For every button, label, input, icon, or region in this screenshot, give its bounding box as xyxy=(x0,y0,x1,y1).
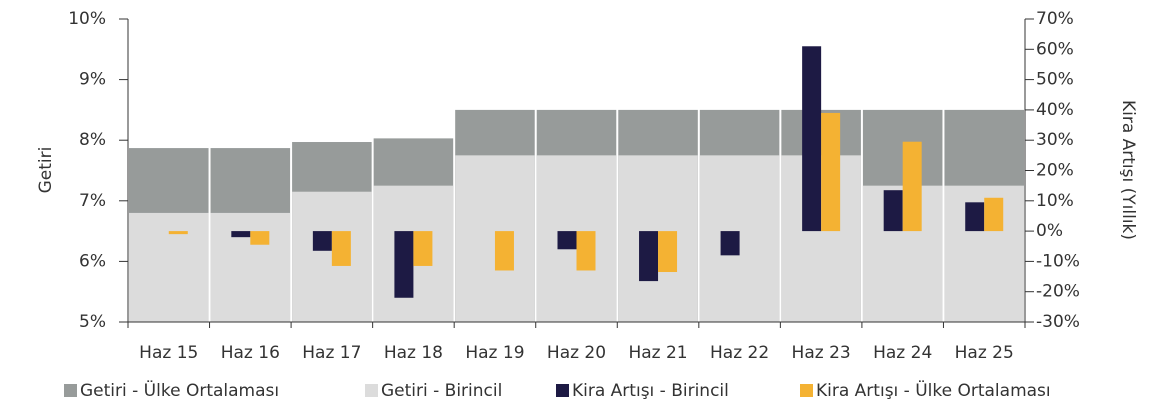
rent-bar xyxy=(231,231,251,238)
legend-swatch xyxy=(800,384,813,397)
y2-tick-label: 20% xyxy=(1036,161,1074,181)
rent-bar xyxy=(494,231,514,271)
y2-tick-label: 10% xyxy=(1036,191,1074,211)
y2-axis-label: Kira Artışı (Yıllık) xyxy=(1118,100,1138,240)
y-tick-label: 8% xyxy=(79,130,106,150)
rent-bar xyxy=(394,231,414,298)
rent-bar xyxy=(965,202,985,232)
y-tick-label: 5% xyxy=(79,312,106,332)
rent-bar xyxy=(250,231,270,245)
y2-tick-label: -30% xyxy=(1036,312,1080,332)
rent-bar xyxy=(312,231,332,251)
rent-bar xyxy=(331,231,351,266)
y2-tick-label: 50% xyxy=(1036,70,1074,90)
x-tick-label: Haz 17 xyxy=(302,343,361,363)
y2-tick-label: 30% xyxy=(1036,130,1074,150)
rent-bar xyxy=(413,231,433,266)
x-tick-label: Haz 15 xyxy=(139,343,198,363)
rent-bar xyxy=(883,190,903,232)
rent-bar xyxy=(821,112,841,232)
rent-bar xyxy=(902,141,922,232)
rent-bar xyxy=(984,197,1004,232)
rent-bar xyxy=(557,231,577,250)
x-tick-label: Haz 21 xyxy=(628,343,687,363)
x-tick-label: Haz 24 xyxy=(873,343,932,363)
legend-swatch xyxy=(556,384,569,397)
y-tick-label: 6% xyxy=(79,251,106,271)
y-tick-label: 10% xyxy=(68,9,106,29)
legend-label: Kira Artışı - Birincil xyxy=(572,381,729,401)
legend-label: Getiri - Birincil xyxy=(381,381,502,401)
y-axis-label: Getiri xyxy=(36,147,56,194)
legend-swatch xyxy=(365,384,378,397)
yield-bar xyxy=(210,212,291,322)
legend-swatch xyxy=(64,384,77,397)
yield-bar xyxy=(129,212,209,322)
x-tick-label: Haz 19 xyxy=(465,343,524,363)
x-tick-label: Haz 22 xyxy=(710,343,769,363)
legend-label: Kira Artışı - Ülke Ortalaması xyxy=(816,379,1051,401)
legend-label: Getiri - Ülke Ortalaması xyxy=(80,379,279,401)
x-tick-label: Haz 18 xyxy=(384,343,443,363)
rent-bar xyxy=(639,231,659,282)
y2-tick-label: 40% xyxy=(1036,100,1074,120)
x-tick-label: Haz 16 xyxy=(221,343,280,363)
y2-tick-label: 70% xyxy=(1036,9,1074,29)
rent-bar xyxy=(720,231,740,256)
y2-tick-label: 60% xyxy=(1036,39,1074,59)
y2-tick-label: -20% xyxy=(1036,282,1080,302)
y-tick-label: 9% xyxy=(79,70,106,90)
rent-bar xyxy=(802,46,822,232)
y2-tick-label: -10% xyxy=(1036,251,1080,271)
yield-bar xyxy=(699,155,780,322)
rent-bar xyxy=(168,231,188,235)
rent-bar xyxy=(576,231,596,271)
x-tick-label: Haz 20 xyxy=(547,343,606,363)
y2-tick-label: 0% xyxy=(1036,221,1063,241)
rent-bar xyxy=(658,231,678,273)
x-tick-label: Haz 25 xyxy=(955,343,1014,363)
y-tick-label: 7% xyxy=(79,191,106,211)
x-tick-label: Haz 23 xyxy=(792,343,851,363)
